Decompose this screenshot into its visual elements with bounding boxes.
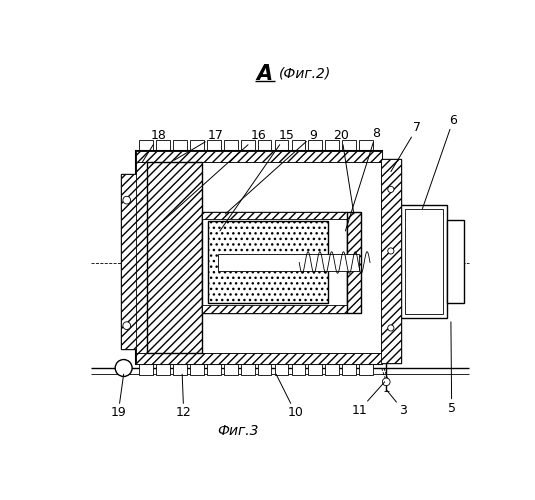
Bar — [274, 140, 288, 151]
Bar — [147, 162, 202, 354]
Bar — [347, 212, 361, 312]
Text: 8: 8 — [346, 126, 380, 231]
Bar — [360, 140, 373, 151]
Bar — [120, 174, 148, 349]
Bar — [136, 354, 383, 364]
Text: 3: 3 — [386, 390, 407, 417]
Bar — [292, 140, 305, 151]
Bar — [447, 220, 464, 302]
Bar — [147, 162, 202, 354]
Bar — [139, 140, 153, 151]
Text: 6: 6 — [423, 114, 457, 208]
Bar — [404, 208, 443, 314]
Text: 20: 20 — [334, 129, 354, 214]
Text: 11: 11 — [351, 382, 385, 417]
Bar — [156, 140, 170, 151]
Bar — [139, 364, 153, 375]
Text: А: А — [256, 64, 273, 84]
Bar — [173, 364, 187, 375]
Bar — [274, 364, 288, 375]
Text: 9: 9 — [225, 129, 317, 214]
Text: 15: 15 — [220, 129, 294, 231]
Text: 16: 16 — [162, 129, 266, 222]
Bar — [190, 364, 204, 375]
Bar — [381, 158, 401, 362]
Bar — [258, 140, 271, 151]
Bar — [136, 151, 383, 162]
Text: 12: 12 — [176, 374, 192, 419]
Bar — [241, 140, 255, 151]
Bar — [381, 158, 401, 362]
Bar — [325, 364, 339, 375]
Bar — [120, 174, 148, 349]
Bar — [401, 205, 447, 318]
Circle shape — [123, 322, 131, 330]
Text: 17: 17 — [174, 129, 224, 160]
Bar — [224, 364, 238, 375]
Bar — [136, 162, 147, 354]
Text: (Фиг.2): (Фиг.2) — [279, 67, 332, 81]
Bar — [190, 140, 204, 151]
Text: Фиг.3: Фиг.3 — [217, 424, 258, 438]
Bar — [241, 364, 255, 375]
Bar — [342, 364, 356, 375]
Bar — [202, 212, 347, 312]
Bar — [207, 140, 220, 151]
Bar — [347, 212, 361, 312]
Bar — [147, 162, 381, 354]
Text: 10: 10 — [276, 374, 303, 419]
Circle shape — [388, 248, 394, 254]
Bar — [309, 364, 322, 375]
Text: 18: 18 — [142, 129, 167, 162]
Bar — [136, 151, 383, 364]
Circle shape — [388, 325, 394, 331]
Circle shape — [388, 186, 394, 192]
Bar — [202, 212, 347, 220]
Bar — [208, 221, 328, 304]
Circle shape — [123, 196, 131, 204]
Bar — [207, 364, 220, 375]
Bar — [202, 305, 347, 312]
Circle shape — [383, 378, 390, 386]
Bar — [292, 364, 305, 375]
Bar — [224, 140, 238, 151]
Bar — [258, 364, 271, 375]
Bar — [173, 140, 187, 151]
Bar — [325, 140, 339, 151]
Bar — [208, 221, 328, 304]
Bar — [309, 140, 322, 151]
Text: 7: 7 — [391, 122, 421, 172]
Bar — [360, 364, 373, 375]
Bar — [342, 140, 356, 151]
Bar — [156, 364, 170, 375]
Bar — [218, 254, 358, 271]
Circle shape — [115, 360, 132, 376]
Text: 19: 19 — [110, 374, 126, 419]
Text: 5: 5 — [448, 322, 456, 414]
